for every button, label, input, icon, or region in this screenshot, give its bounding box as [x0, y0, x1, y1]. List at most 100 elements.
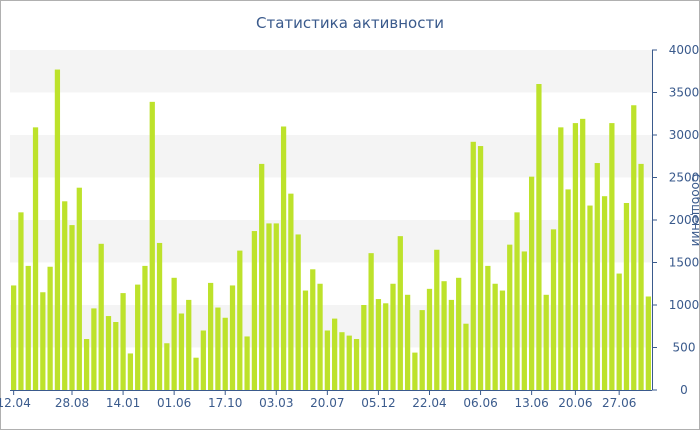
bar	[222, 317, 228, 390]
x-tick-label: 14.01	[106, 396, 140, 410]
grid-band	[10, 135, 652, 178]
bar	[514, 212, 520, 390]
x-tick-label: 05.12	[361, 396, 395, 410]
bar	[390, 283, 396, 390]
bar	[594, 163, 600, 390]
bar	[383, 303, 389, 390]
y-axis-label: Сообщений	[689, 174, 700, 247]
bar	[54, 69, 61, 391]
bar	[280, 126, 287, 390]
bar	[120, 293, 126, 390]
bar	[302, 290, 309, 390]
bar	[441, 281, 447, 390]
bar	[193, 357, 199, 390]
bar	[601, 196, 608, 390]
bar	[638, 163, 644, 390]
bar	[565, 189, 571, 390]
bar	[426, 288, 433, 390]
bar	[499, 290, 506, 390]
bar	[200, 330, 206, 390]
bar	[47, 266, 53, 390]
bar	[171, 277, 177, 390]
bar	[397, 236, 403, 390]
bar	[580, 118, 586, 390]
bar	[32, 127, 39, 390]
bar	[259, 163, 265, 390]
x-tick-label: 03.03	[259, 396, 293, 410]
y-tick-label: 0	[680, 383, 688, 397]
bar	[623, 203, 630, 390]
bar	[251, 231, 258, 390]
bar	[178, 313, 185, 390]
bar	[324, 330, 330, 390]
bar	[404, 294, 411, 390]
bar	[346, 335, 352, 390]
bar	[339, 332, 345, 390]
x-tick-label: 28.08	[55, 396, 89, 410]
bar	[186, 299, 192, 390]
x-tick-label: 20.06	[558, 396, 592, 410]
bar	[244, 336, 250, 390]
bar	[266, 223, 272, 390]
bar	[587, 205, 593, 390]
bar	[368, 253, 374, 390]
bar	[434, 249, 440, 390]
bar	[616, 273, 622, 390]
bar	[507, 244, 513, 390]
x-tick-label: 01.06	[157, 396, 191, 410]
x-tick-label: 17.10	[208, 396, 242, 410]
bar	[273, 223, 279, 390]
bar	[25, 265, 31, 390]
y-tick-label: 500	[673, 341, 696, 355]
bar	[317, 283, 323, 390]
bar	[543, 294, 549, 390]
x-tick-label: 06.06	[463, 396, 497, 410]
bar	[463, 323, 469, 390]
bar	[470, 141, 476, 390]
bar	[558, 127, 564, 390]
bar	[40, 292, 46, 390]
bar	[332, 318, 338, 390]
bar	[419, 310, 425, 390]
bar	[127, 353, 134, 390]
bar	[609, 123, 615, 390]
grid-band	[10, 220, 652, 263]
x-tick-label: 27.06	[602, 396, 636, 410]
chart-title: Статистика активности	[256, 14, 444, 32]
bar	[237, 250, 243, 390]
bar	[550, 229, 557, 390]
bar	[448, 299, 455, 390]
bar	[295, 234, 301, 390]
bar	[412, 352, 418, 390]
y-tick-label: 2500	[669, 171, 700, 185]
bar	[149, 101, 155, 390]
bar	[83, 339, 90, 390]
y-tick-label: 1500	[669, 256, 700, 270]
bar	[645, 296, 651, 390]
y-tick-label: 2000	[669, 213, 700, 227]
y-tick-label: 1000	[669, 298, 700, 312]
x-tick-label: 22.04	[412, 396, 446, 410]
bar	[113, 322, 119, 390]
bar	[91, 308, 97, 390]
axes: 0 500 1000 1500 2000 2500 3000 3500 4000 12.04 28.…	[0, 43, 699, 410]
grid-band	[10, 50, 652, 93]
bar	[105, 316, 112, 390]
bar	[572, 123, 579, 390]
bar	[353, 339, 360, 390]
bar	[11, 285, 17, 390]
x-tick-label: 13.06	[514, 396, 548, 410]
bar	[288, 193, 294, 390]
y-tick-label: 3500	[669, 86, 700, 100]
bar	[361, 305, 367, 390]
bar	[536, 84, 542, 390]
bar	[485, 265, 491, 390]
y-tick-label: 4000	[669, 43, 700, 57]
bar	[156, 242, 163, 390]
bar	[477, 146, 484, 390]
bar	[521, 251, 527, 390]
bar	[375, 299, 382, 390]
bar	[76, 187, 82, 390]
bar	[229, 285, 236, 390]
